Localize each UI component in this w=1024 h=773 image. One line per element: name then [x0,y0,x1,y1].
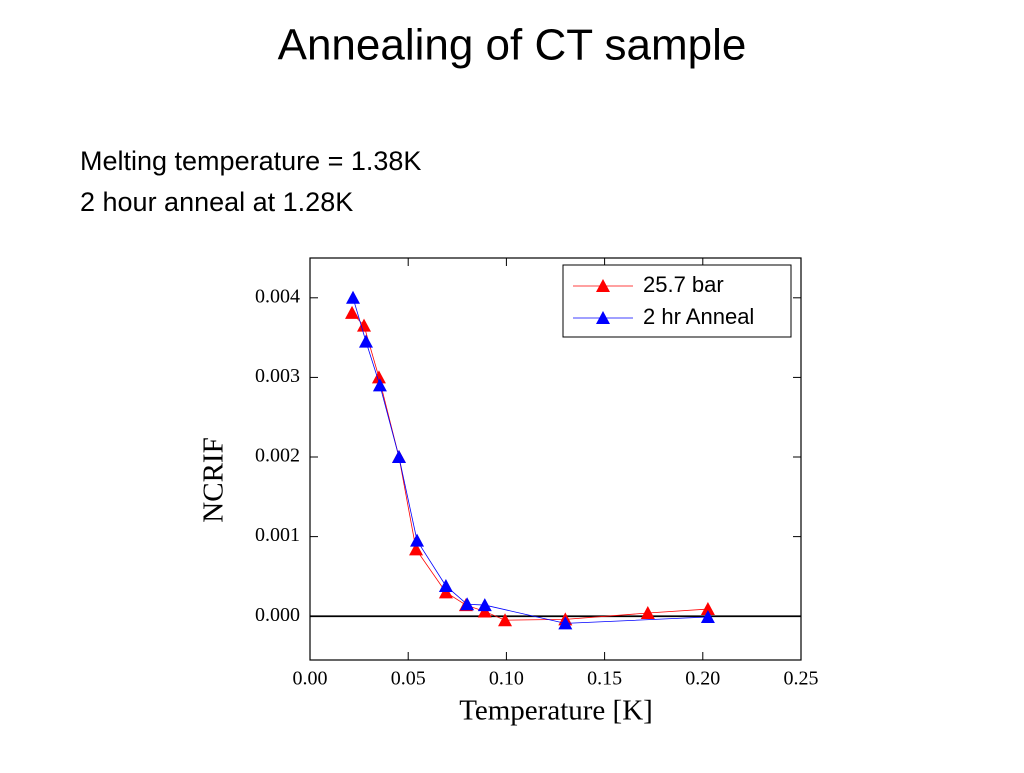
marker [357,318,372,332]
marker [391,450,406,464]
slide-title: Annealing of CT sample [278,21,747,70]
legend-label: 25.7 bar [643,272,724,297]
marker [498,613,513,627]
marker [345,305,360,319]
marker [410,533,425,547]
marker [477,598,492,612]
marker [700,602,715,616]
x-tick-label: 0.10 [489,668,524,690]
y-axis-label: NCRIF [198,437,230,522]
marker [372,378,387,392]
x-tick-label: 0.15 [587,668,622,690]
marker [640,606,655,620]
marker [438,578,453,592]
y-tick-label: 0.001 [255,524,300,546]
legend-label: 2 hr Anneal [643,304,754,329]
marker [346,290,361,304]
legend-box [562,264,792,338]
y-tick-label: 0.002 [255,445,300,467]
y-tick-label: 0.003 [255,365,300,387]
x-tick-label: 0.00 [293,668,328,690]
y-tick-label: 0.004 [255,285,300,307]
x-tick-label: 0.05 [391,668,426,690]
x-tick-label: 0.20 [685,668,720,690]
marker [700,610,715,624]
marker [558,616,573,630]
series-line [352,297,708,624]
legend-marker [596,311,610,324]
legend-marker [596,279,610,292]
plot-frame [309,257,802,661]
x-tick-label: 0.25 [784,668,819,690]
x-axis-label: Temperature [K] [459,695,653,727]
annotation: 2 hour anneal at 1.28K [80,187,353,217]
series-line [351,312,708,621]
marker [358,334,373,348]
y-tick-label: 0.000 [255,604,300,626]
marker [371,370,386,384]
marker [409,542,424,556]
marker [460,597,475,611]
annotation: Melting temperature = 1.38K [80,146,421,176]
